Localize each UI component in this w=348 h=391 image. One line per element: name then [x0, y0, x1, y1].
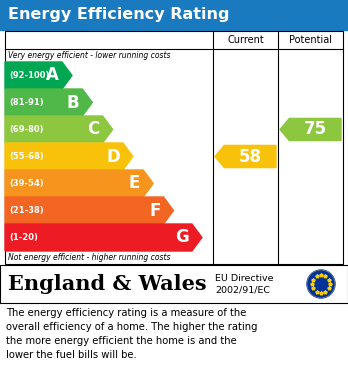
Bar	[0, 265, 348, 303]
Bar	[0, 0, 348, 30]
Text: 58: 58	[239, 147, 262, 165]
Polygon shape	[5, 197, 174, 224]
Polygon shape	[5, 62, 72, 89]
Text: E: E	[129, 174, 140, 192]
Polygon shape	[5, 170, 153, 197]
Bar	[5, 31, 343, 264]
Polygon shape	[5, 116, 113, 143]
Text: A: A	[46, 66, 59, 84]
Text: (1-20): (1-20)	[9, 233, 38, 242]
Text: Current: Current	[227, 35, 264, 45]
Text: G: G	[175, 228, 189, 246]
Text: England & Wales: England & Wales	[8, 274, 207, 294]
Circle shape	[307, 270, 335, 298]
Text: (55-68): (55-68)	[9, 152, 44, 161]
Text: 75: 75	[303, 120, 327, 138]
Text: (39-54): (39-54)	[9, 179, 44, 188]
Text: C: C	[87, 120, 100, 138]
Text: D: D	[106, 147, 120, 165]
Polygon shape	[5, 224, 202, 251]
Polygon shape	[280, 118, 341, 141]
Text: Energy Efficiency Rating: Energy Efficiency Rating	[8, 7, 229, 23]
Text: (81-91): (81-91)	[9, 98, 44, 107]
Polygon shape	[215, 145, 276, 168]
Polygon shape	[5, 143, 133, 170]
Text: Potential: Potential	[289, 35, 332, 45]
Text: F: F	[149, 201, 160, 219]
Text: (69-80): (69-80)	[9, 125, 44, 134]
Text: (21-38): (21-38)	[9, 206, 44, 215]
Text: (92-100): (92-100)	[9, 71, 49, 80]
Text: B: B	[67, 93, 79, 111]
Text: The energy efficiency rating is a measure of the
overall efficiency of a home. T: The energy efficiency rating is a measur…	[6, 308, 258, 360]
Text: Not energy efficient - higher running costs: Not energy efficient - higher running co…	[8, 253, 171, 262]
Text: Very energy efficient - lower running costs: Very energy efficient - lower running co…	[8, 51, 171, 60]
Text: EU Directive
2002/91/EC: EU Directive 2002/91/EC	[215, 274, 274, 294]
Polygon shape	[5, 89, 92, 116]
